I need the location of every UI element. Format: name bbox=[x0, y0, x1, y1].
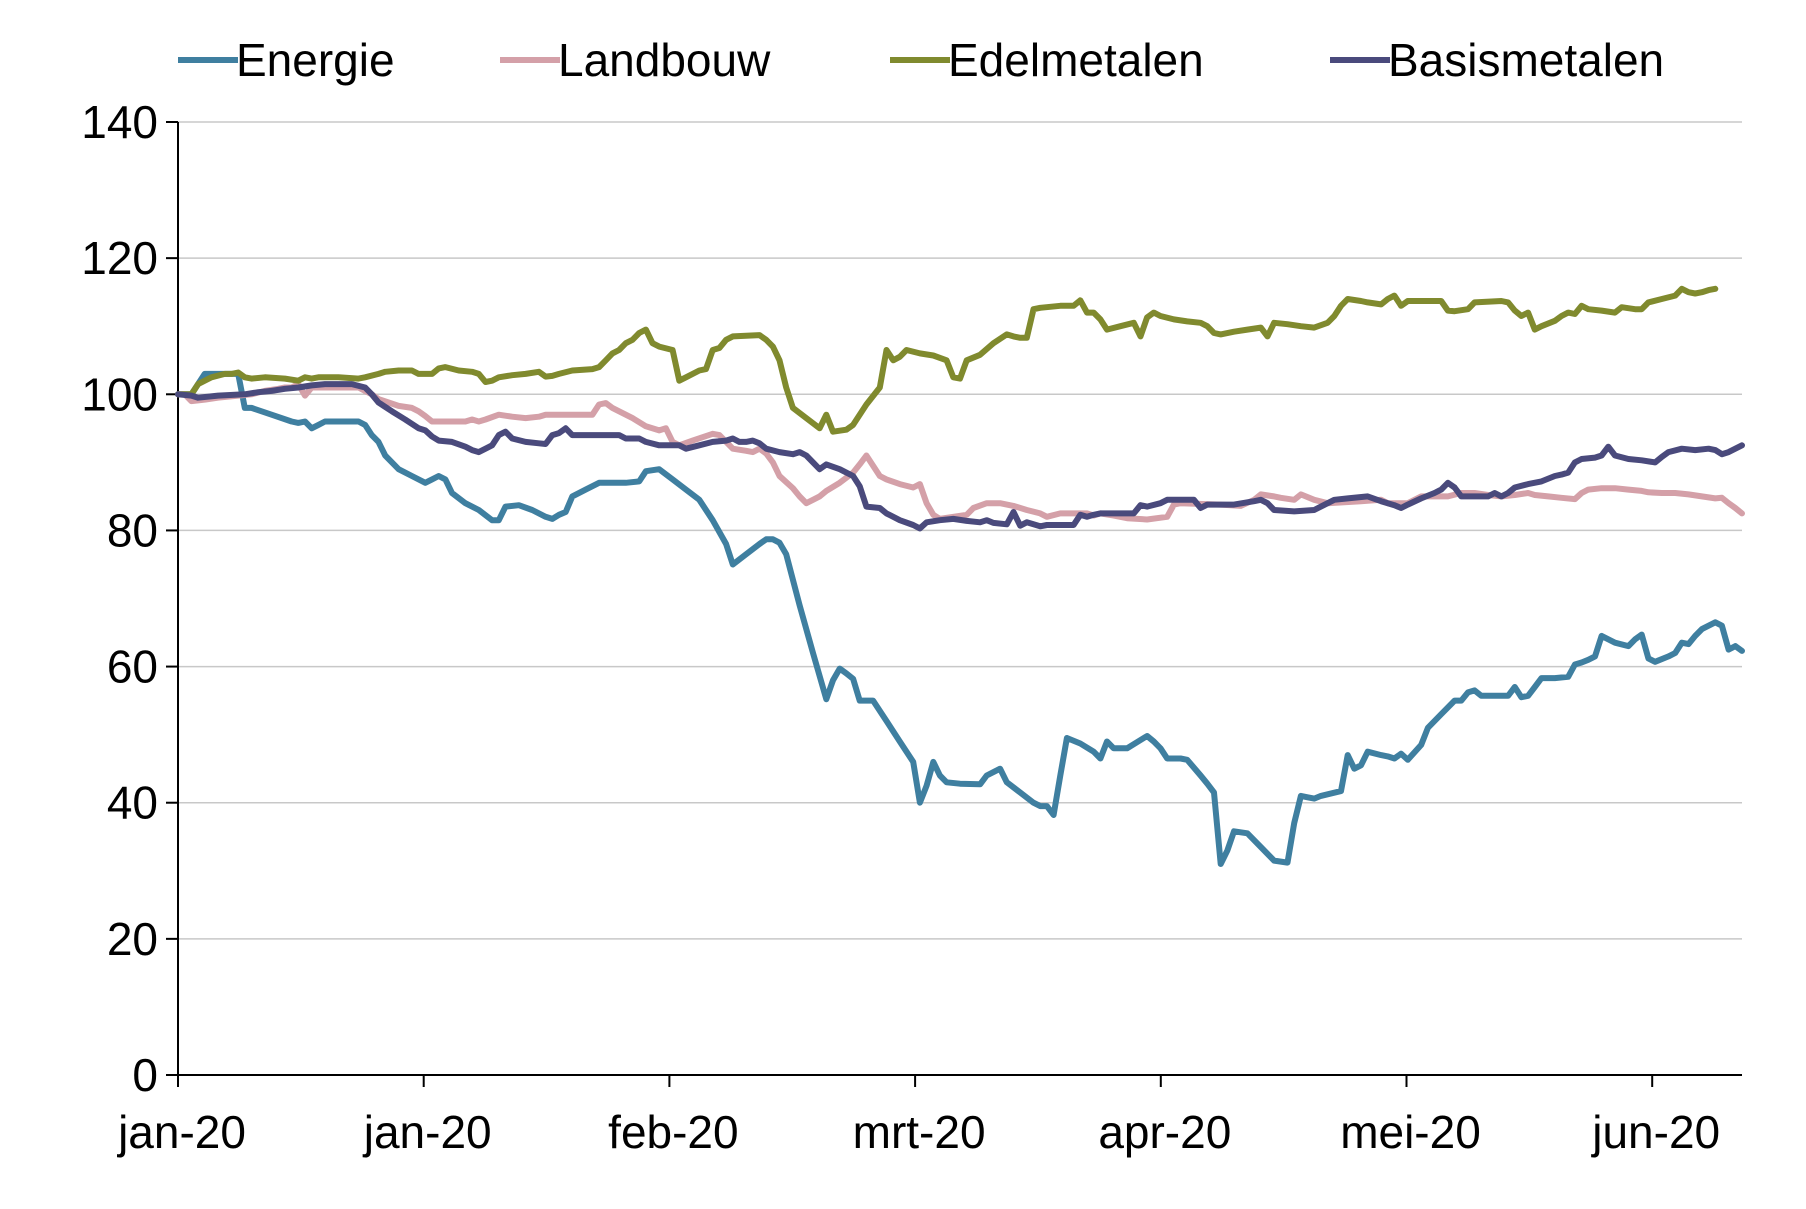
x-tick-label: feb-20 bbox=[608, 1106, 738, 1158]
x-tick-label: jan-20 bbox=[362, 1106, 492, 1158]
y-tick-label: 120 bbox=[81, 232, 158, 284]
y-tick-label: 100 bbox=[81, 368, 158, 420]
y-tick-label: 140 bbox=[81, 96, 158, 148]
legend-label-edelmetalen: Edelmetalen bbox=[948, 34, 1204, 86]
series-layer bbox=[175, 285, 1745, 867]
x-tick-label: jan-20 bbox=[116, 1106, 246, 1158]
x-tick-label: mei-20 bbox=[1340, 1106, 1481, 1158]
x-tick-label: apr-20 bbox=[1098, 1106, 1231, 1158]
legend: Energie Landbouw Edelmetalen Basismetalen bbox=[178, 34, 1664, 86]
series-line-energie bbox=[175, 370, 1745, 867]
legend-label-landbouw: Landbouw bbox=[558, 34, 771, 86]
y-tick-label: 20 bbox=[107, 913, 158, 965]
x-tick-label: jun-20 bbox=[1590, 1106, 1720, 1158]
y-tick-label: 80 bbox=[107, 504, 158, 556]
legend-label-basismetalen: Basismetalen bbox=[1388, 34, 1664, 86]
series-line-basismetalen bbox=[175, 381, 1745, 532]
series-line-edelmetalen bbox=[175, 285, 1719, 435]
x-axis: jan-20 jan-20 feb-20 mrt-20 apr-20 mei-20 jun-… bbox=[116, 1074, 1742, 1158]
series-line-landbouw bbox=[175, 381, 1745, 523]
legend-label-energie: Energie bbox=[236, 34, 395, 86]
y-tick-label: 0 bbox=[132, 1049, 158, 1101]
x-tick-label: mrt-20 bbox=[853, 1106, 986, 1158]
gridlines bbox=[178, 121, 1742, 940]
y-tick-label: 60 bbox=[107, 641, 158, 693]
y-tick-label: 40 bbox=[107, 777, 158, 829]
y-axis: 0 20 40 60 80 100 120 140 bbox=[81, 96, 179, 1101]
